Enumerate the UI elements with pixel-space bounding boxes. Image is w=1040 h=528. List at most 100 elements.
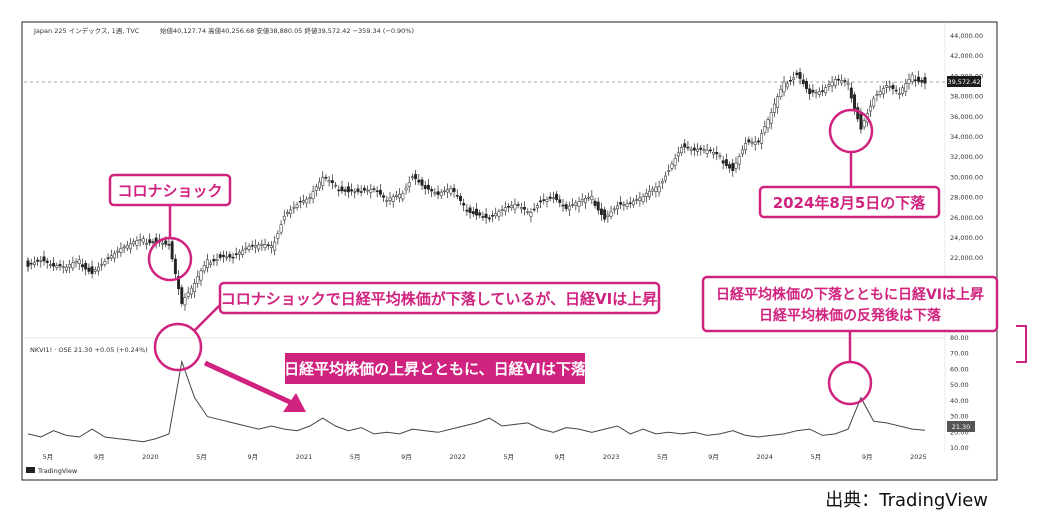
candle xyxy=(205,253,209,273)
candle-body xyxy=(497,211,501,217)
candle xyxy=(414,169,418,185)
candle-body xyxy=(881,88,885,95)
candle-body xyxy=(535,205,539,209)
candle xyxy=(103,258,107,268)
candle-body xyxy=(93,269,97,272)
candle xyxy=(811,84,815,97)
candle-body xyxy=(590,195,594,200)
candle-body xyxy=(500,209,504,211)
candle xyxy=(917,70,921,85)
candle-body xyxy=(801,79,805,84)
candle xyxy=(100,258,104,271)
candle-body xyxy=(459,195,462,201)
candle xyxy=(260,239,264,251)
candle-body xyxy=(113,253,116,259)
candle xyxy=(487,214,491,223)
candle xyxy=(138,233,142,247)
candle-body xyxy=(141,238,145,243)
candle xyxy=(583,195,587,209)
x-tick: 2021 xyxy=(296,453,313,461)
candle xyxy=(664,171,667,184)
callout-box xyxy=(285,353,585,384)
candle xyxy=(417,174,421,186)
candle-body xyxy=(641,196,645,202)
callout-connector xyxy=(194,304,221,331)
candle-body xyxy=(837,78,840,81)
candle-body xyxy=(907,79,911,84)
candle xyxy=(481,211,485,222)
price-y-tick: 44,000.00 xyxy=(950,32,983,40)
candle-body xyxy=(599,208,603,215)
candle xyxy=(580,193,584,206)
candle xyxy=(330,174,334,189)
callout-text-line1: 日経平均株価の下落とともに日経VIは上昇 xyxy=(716,286,984,303)
price-y-axis: 22,000.00 24,000.00 26,000.00 28,000.00 30,0… xyxy=(950,32,983,262)
candle xyxy=(907,73,911,90)
candle-body xyxy=(683,143,687,148)
candle xyxy=(548,192,552,202)
candle-body xyxy=(237,251,241,255)
candle-body xyxy=(811,89,815,93)
candle xyxy=(225,250,229,261)
candle xyxy=(420,176,424,190)
candle-body xyxy=(186,292,190,297)
candle xyxy=(68,259,72,274)
callout-text-line2: 日経平均株価の反発後は下落 xyxy=(759,307,942,324)
candle-body xyxy=(817,91,821,95)
candle-body xyxy=(616,205,619,210)
candle xyxy=(904,79,908,97)
candle xyxy=(350,183,354,196)
candle xyxy=(471,206,475,217)
candle xyxy=(673,153,677,170)
candle-body xyxy=(97,266,100,272)
candle xyxy=(846,78,850,91)
candle xyxy=(375,186,379,198)
candle-body xyxy=(234,253,238,256)
candle-body xyxy=(516,204,520,206)
candle xyxy=(510,200,514,211)
candle xyxy=(888,80,892,92)
candle xyxy=(356,184,360,195)
candle-body xyxy=(875,94,879,96)
candle-body xyxy=(897,93,901,95)
candle xyxy=(404,183,408,195)
candle xyxy=(263,238,267,251)
candle xyxy=(599,202,603,221)
x-tick: 2023 xyxy=(603,453,620,461)
candle-body xyxy=(417,179,421,183)
candle xyxy=(55,262,59,271)
candle-body xyxy=(324,176,328,179)
candle xyxy=(849,81,853,103)
candle-body xyxy=(334,184,337,187)
vi-y-tick: 20.00 xyxy=(950,428,969,436)
candle-body xyxy=(205,259,209,269)
candle xyxy=(39,255,43,268)
candle-body xyxy=(885,85,889,88)
candle-body xyxy=(228,254,232,258)
price-y-tick: 28,000.00 xyxy=(950,194,983,202)
candle-body xyxy=(737,156,741,165)
candle-body xyxy=(273,241,277,251)
candle xyxy=(250,240,254,251)
candle-body xyxy=(189,287,193,295)
candle-body xyxy=(292,207,296,209)
candle-body xyxy=(372,188,376,190)
price-y-tick: 38,000.00 xyxy=(950,93,983,101)
candle xyxy=(808,84,812,100)
candle xyxy=(228,251,232,262)
candle xyxy=(106,253,110,265)
candle-body xyxy=(824,87,828,94)
candle xyxy=(500,205,504,217)
candle-body xyxy=(923,77,927,84)
candle xyxy=(885,80,889,94)
candle-body xyxy=(48,264,52,266)
callout-text: コロナショックで日経平均株価が下落しているが、日経VIは上昇 xyxy=(221,290,657,308)
candle-body xyxy=(353,190,357,193)
candle xyxy=(334,182,337,189)
candle-body xyxy=(58,264,62,267)
candle-body xyxy=(100,263,104,266)
candle-body xyxy=(846,82,850,85)
candle xyxy=(231,252,235,264)
candle-body xyxy=(904,83,908,92)
candle-body xyxy=(651,188,655,192)
